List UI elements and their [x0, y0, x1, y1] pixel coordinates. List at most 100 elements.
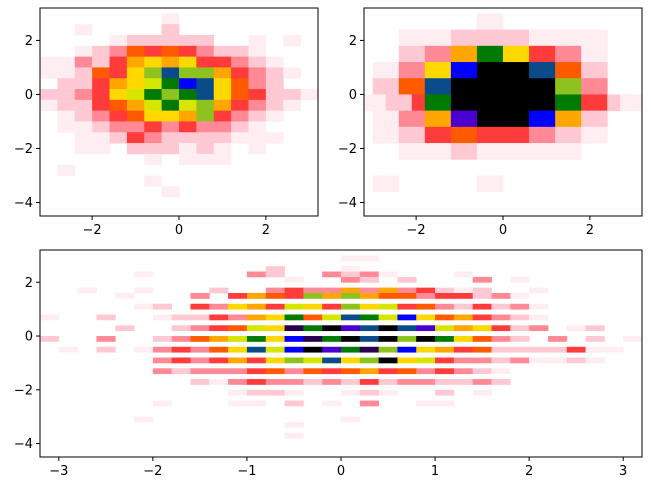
- heatmap-cell: [529, 325, 549, 332]
- heatmap-cell: [284, 293, 304, 299]
- heatmap-cell: [284, 336, 304, 342]
- heatmap-cell: [74, 45, 93, 58]
- heatmap-cell: [246, 379, 267, 385]
- heatmap-cell: [161, 121, 180, 133]
- heatmap-cell: [209, 368, 229, 375]
- heatmap-cell: [491, 314, 511, 321]
- heatmap-cell: [398, 143, 426, 160]
- heatmap-cell: [126, 89, 145, 101]
- heatmap-cell: [152, 346, 173, 353]
- heatmap-cell: [265, 357, 285, 364]
- heatmap-cell: [161, 35, 180, 47]
- heatmap-cell: [476, 126, 504, 144]
- heatmap-cell: [209, 346, 229, 353]
- heatmap-cell: [416, 357, 436, 364]
- heatmap-cell: [472, 336, 492, 342]
- heatmap-cell: [435, 293, 455, 299]
- heatmap-cell: [341, 389, 361, 396]
- heatmap-cell: [476, 94, 504, 112]
- heatmap-cell: [303, 346, 323, 353]
- heatmap-cell: [303, 314, 323, 321]
- heatmap-cell: [491, 293, 511, 299]
- heatmap-cell: [585, 346, 605, 353]
- heatmap-cell: [322, 293, 342, 299]
- heatmap-cell: [284, 276, 304, 283]
- heatmap-cell: [416, 400, 436, 407]
- heatmap-cell: [196, 35, 215, 47]
- heatmap-cell: [190, 314, 210, 321]
- heatmap-cell: [476, 78, 504, 95]
- heatmap-cell: [209, 336, 229, 342]
- heatmap-cell: [284, 379, 304, 385]
- heatmap-cell: [397, 293, 417, 299]
- heatmap-cell: [416, 314, 436, 321]
- heatmap-cell: [265, 110, 284, 122]
- heatmap-cell: [503, 126, 530, 144]
- heatmap-cell: [359, 276, 380, 283]
- heatmap-cell: [228, 400, 248, 407]
- heatmap-cell: [416, 379, 436, 385]
- heatmap-cell: [378, 357, 398, 364]
- heatmap-cell: [284, 303, 304, 310]
- heatmap-cell: [416, 287, 436, 294]
- heatmap-cell: [196, 99, 215, 112]
- heatmap-cell: [109, 45, 128, 58]
- heatmap-cell: [476, 13, 504, 31]
- heatmap-bottom: −3 −2 −1 0 1 2 3 −4 −2 0 2: [14, 249, 643, 479]
- heatmap-cell: [581, 94, 608, 112]
- axis-ticks: −2 0 2 −4 −2 0 2: [14, 34, 270, 238]
- heatmap-cell: [109, 78, 128, 90]
- heatmap-cell: [476, 62, 504, 79]
- y-tick-label: −2: [338, 142, 357, 157]
- heatmap-cell: [265, 368, 285, 375]
- heatmap-cell: [161, 78, 180, 90]
- heatmap-cell: [476, 110, 504, 128]
- heatmap-cell: [529, 110, 556, 128]
- heatmap-cell: [161, 45, 180, 58]
- heatmap-cell: [303, 336, 323, 342]
- heatmap-cell: [144, 35, 163, 47]
- heatmap-cell: [476, 143, 504, 160]
- heatmap-cell: [248, 99, 267, 112]
- heatmap-cell: [435, 357, 455, 364]
- heatmap-cell: [566, 325, 586, 332]
- heatmap-cell: [510, 303, 530, 310]
- heatmap-cell: [378, 303, 398, 310]
- heatmap-cell: [40, 99, 58, 112]
- heatmap-cell: [248, 78, 267, 90]
- heatmap-cell: [341, 336, 361, 342]
- heatmap-cell: [322, 379, 342, 385]
- heatmap-cell: [378, 314, 398, 321]
- heatmap-cell: [265, 56, 284, 68]
- heatmap-cell: [450, 110, 478, 128]
- x-tick-label: 1: [431, 464, 439, 479]
- heatmap-cell: [40, 314, 60, 321]
- heatmap-cell: [566, 357, 586, 364]
- heatmap-cell: [435, 287, 455, 294]
- y-tick-label: −4: [14, 437, 33, 452]
- heatmap-cell: [341, 368, 361, 375]
- heatmap-cell: [378, 336, 398, 342]
- x-tick-label: 0: [499, 223, 507, 238]
- x-tick-label: 2: [525, 464, 533, 479]
- heatmap-cell: [246, 314, 267, 321]
- heatmap-cell: [450, 143, 478, 160]
- heatmap-cell: [179, 78, 197, 90]
- heatmap-cell: [435, 368, 455, 375]
- heatmap-cell: [144, 132, 163, 144]
- heatmap-cell: [341, 255, 361, 262]
- heatmap-cell: [109, 89, 128, 101]
- heatmap-cell: [57, 121, 76, 133]
- heatmap-cell: [179, 132, 197, 144]
- heatmap-cell: [161, 89, 180, 101]
- heatmap-cell: [283, 89, 302, 101]
- heatmap-cell: [529, 143, 556, 160]
- heatmap-cell: [566, 346, 586, 353]
- heatmap-cell: [476, 175, 504, 193]
- heatmap-cell: [529, 78, 556, 95]
- heatmap-cell: [265, 132, 284, 144]
- heatmap-cell: [435, 379, 455, 385]
- heatmap-cell: [171, 368, 191, 375]
- heatmap-cell: [77, 287, 97, 294]
